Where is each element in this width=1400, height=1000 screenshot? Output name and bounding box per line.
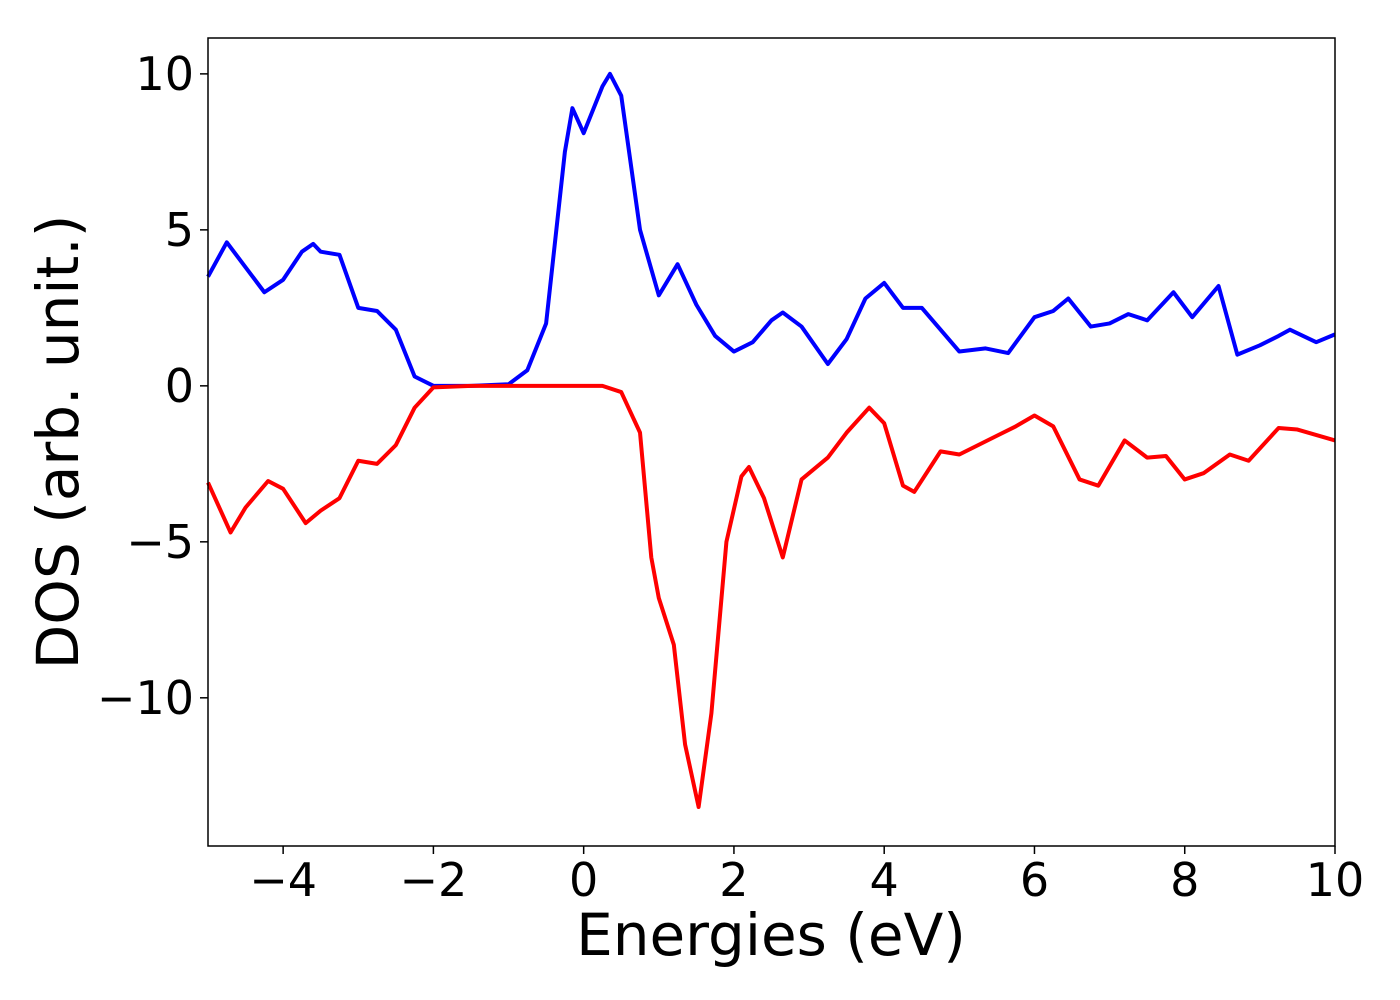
y-tick-label: −5 (126, 515, 194, 569)
y-axis-label: DOS (arb. unit.) (24, 215, 92, 670)
y-tick-label: 0 (165, 359, 194, 413)
y-tick-label: 10 (135, 47, 194, 101)
x-tick-label: 6 (1020, 853, 1049, 907)
plot-frame (207, 37, 1336, 847)
x-tick-label: 0 (569, 853, 598, 907)
series-line (206, 383, 1336, 809)
y-tick-label: 5 (165, 203, 194, 257)
y-tick-label: −10 (97, 671, 194, 725)
x-tick-label: 8 (1170, 853, 1199, 907)
series-line (206, 71, 1336, 388)
x-tick-label: −2 (399, 853, 467, 907)
x-tick-label: 4 (870, 853, 899, 907)
x-tick-label: −4 (249, 853, 317, 907)
x-tick-label: 2 (719, 853, 748, 907)
x-axis-label: Energies (eV) (576, 901, 966, 969)
x-tick-label: 10 (1306, 853, 1365, 907)
